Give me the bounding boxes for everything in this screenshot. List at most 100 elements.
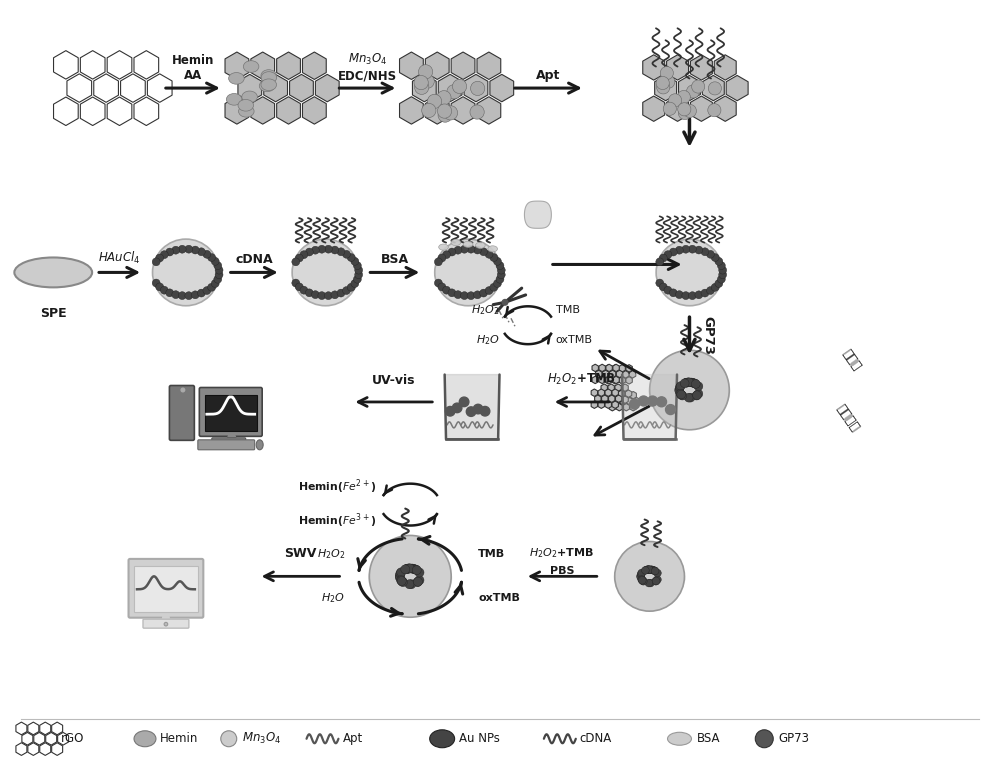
Ellipse shape	[239, 106, 254, 117]
Circle shape	[411, 565, 421, 574]
Polygon shape	[608, 396, 614, 404]
Circle shape	[644, 566, 652, 573]
Circle shape	[172, 246, 180, 254]
Polygon shape	[606, 364, 612, 371]
Polygon shape	[634, 397, 640, 405]
Circle shape	[646, 565, 653, 573]
Polygon shape	[451, 97, 475, 124]
FancyBboxPatch shape	[212, 438, 246, 446]
Circle shape	[480, 248, 488, 256]
Polygon shape	[629, 371, 636, 378]
Circle shape	[415, 568, 424, 577]
Circle shape	[403, 565, 412, 573]
Circle shape	[397, 568, 406, 577]
Ellipse shape	[451, 239, 461, 246]
Circle shape	[717, 275, 725, 283]
FancyBboxPatch shape	[199, 388, 262, 436]
Circle shape	[355, 271, 363, 278]
Polygon shape	[162, 616, 170, 622]
Circle shape	[675, 385, 684, 394]
Circle shape	[305, 289, 313, 297]
Polygon shape	[623, 392, 629, 399]
Circle shape	[153, 239, 219, 306]
Circle shape	[178, 292, 186, 300]
Circle shape	[493, 279, 501, 288]
Circle shape	[331, 246, 339, 254]
Text: $H_2O_2$: $H_2O_2$	[317, 547, 345, 561]
Circle shape	[454, 246, 462, 254]
Circle shape	[615, 541, 684, 612]
Circle shape	[412, 565, 421, 575]
Polygon shape	[609, 392, 616, 399]
Circle shape	[408, 564, 417, 573]
Circle shape	[651, 567, 659, 575]
Text: Au NPs: Au NPs	[459, 732, 500, 745]
Circle shape	[467, 246, 475, 253]
Polygon shape	[591, 389, 598, 396]
Polygon shape	[627, 397, 633, 405]
Circle shape	[305, 248, 313, 256]
Text: $HAuCl_4$: $HAuCl_4$	[98, 250, 141, 267]
Circle shape	[166, 289, 174, 297]
Circle shape	[669, 94, 682, 107]
Circle shape	[676, 389, 685, 398]
Circle shape	[643, 566, 651, 574]
Circle shape	[152, 279, 160, 287]
Polygon shape	[655, 75, 677, 101]
Circle shape	[467, 292, 475, 300]
Circle shape	[191, 246, 199, 254]
Circle shape	[459, 397, 469, 407]
Ellipse shape	[261, 72, 277, 84]
Polygon shape	[490, 74, 514, 102]
Circle shape	[413, 578, 422, 586]
Polygon shape	[225, 97, 249, 124]
Circle shape	[466, 407, 476, 416]
Polygon shape	[601, 396, 607, 404]
Circle shape	[677, 91, 690, 103]
Polygon shape	[605, 364, 611, 372]
Polygon shape	[630, 404, 636, 411]
Circle shape	[664, 286, 672, 294]
Circle shape	[160, 286, 168, 294]
Circle shape	[719, 266, 727, 274]
Polygon shape	[612, 401, 618, 408]
Circle shape	[651, 567, 658, 575]
Circle shape	[172, 291, 180, 299]
Polygon shape	[451, 52, 475, 80]
Text: cDNA: cDNA	[580, 732, 612, 745]
Circle shape	[347, 283, 355, 291]
Circle shape	[208, 253, 215, 261]
Circle shape	[648, 566, 656, 574]
Polygon shape	[425, 97, 449, 124]
Circle shape	[645, 579, 653, 587]
Text: SWV: SWV	[284, 547, 317, 561]
Circle shape	[664, 251, 672, 259]
Circle shape	[707, 287, 714, 295]
Text: $H_2O_2$: $H_2O_2$	[471, 303, 500, 317]
Polygon shape	[714, 96, 736, 121]
Text: TMB: TMB	[478, 550, 505, 559]
Ellipse shape	[261, 79, 277, 91]
Polygon shape	[302, 97, 326, 124]
Circle shape	[214, 275, 222, 283]
Circle shape	[683, 104, 696, 117]
Polygon shape	[613, 376, 619, 384]
Circle shape	[493, 257, 501, 265]
Circle shape	[292, 258, 300, 266]
Polygon shape	[238, 74, 262, 102]
Polygon shape	[612, 364, 618, 372]
Polygon shape	[227, 435, 237, 441]
Polygon shape	[412, 74, 436, 102]
Circle shape	[676, 382, 685, 390]
Circle shape	[318, 246, 326, 253]
Polygon shape	[251, 97, 275, 124]
Circle shape	[164, 622, 168, 626]
Polygon shape	[606, 376, 612, 384]
Circle shape	[405, 564, 415, 573]
Circle shape	[685, 378, 694, 387]
Circle shape	[682, 246, 690, 253]
Polygon shape	[667, 55, 689, 80]
Polygon shape	[302, 52, 326, 80]
Circle shape	[694, 389, 703, 398]
Circle shape	[638, 576, 646, 583]
